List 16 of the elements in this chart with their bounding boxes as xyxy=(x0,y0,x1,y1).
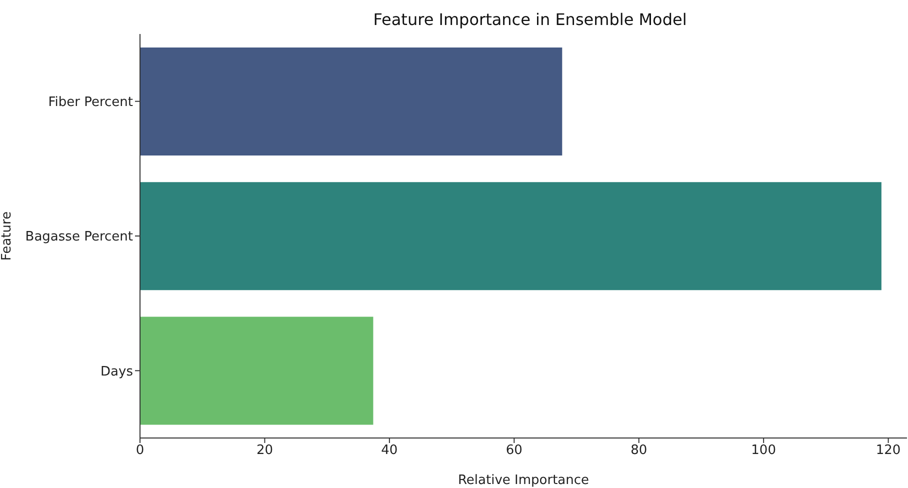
x-tick-label: 120 xyxy=(876,443,901,458)
x-axis-title: Relative Importance xyxy=(458,473,590,488)
chart-title: Feature Importance in Ensemble Model xyxy=(372,10,688,29)
x-tick-label: 20 xyxy=(256,443,273,458)
x-tick-label: 100 xyxy=(751,443,776,458)
y-tick-label: Bagasse Percent xyxy=(25,230,133,245)
x-tick-label: 40 xyxy=(381,443,398,458)
y-axis-title: Feature xyxy=(0,211,15,261)
x-tick-label: 0 xyxy=(136,443,144,458)
x-tick-label: 80 xyxy=(630,443,648,458)
bar xyxy=(140,182,882,290)
x-tick-label: 60 xyxy=(506,443,522,458)
bar xyxy=(140,47,562,156)
bar xyxy=(140,316,374,425)
y-tick-label: Days xyxy=(100,364,134,380)
y-tick-label: Fiber Percent xyxy=(48,94,133,110)
